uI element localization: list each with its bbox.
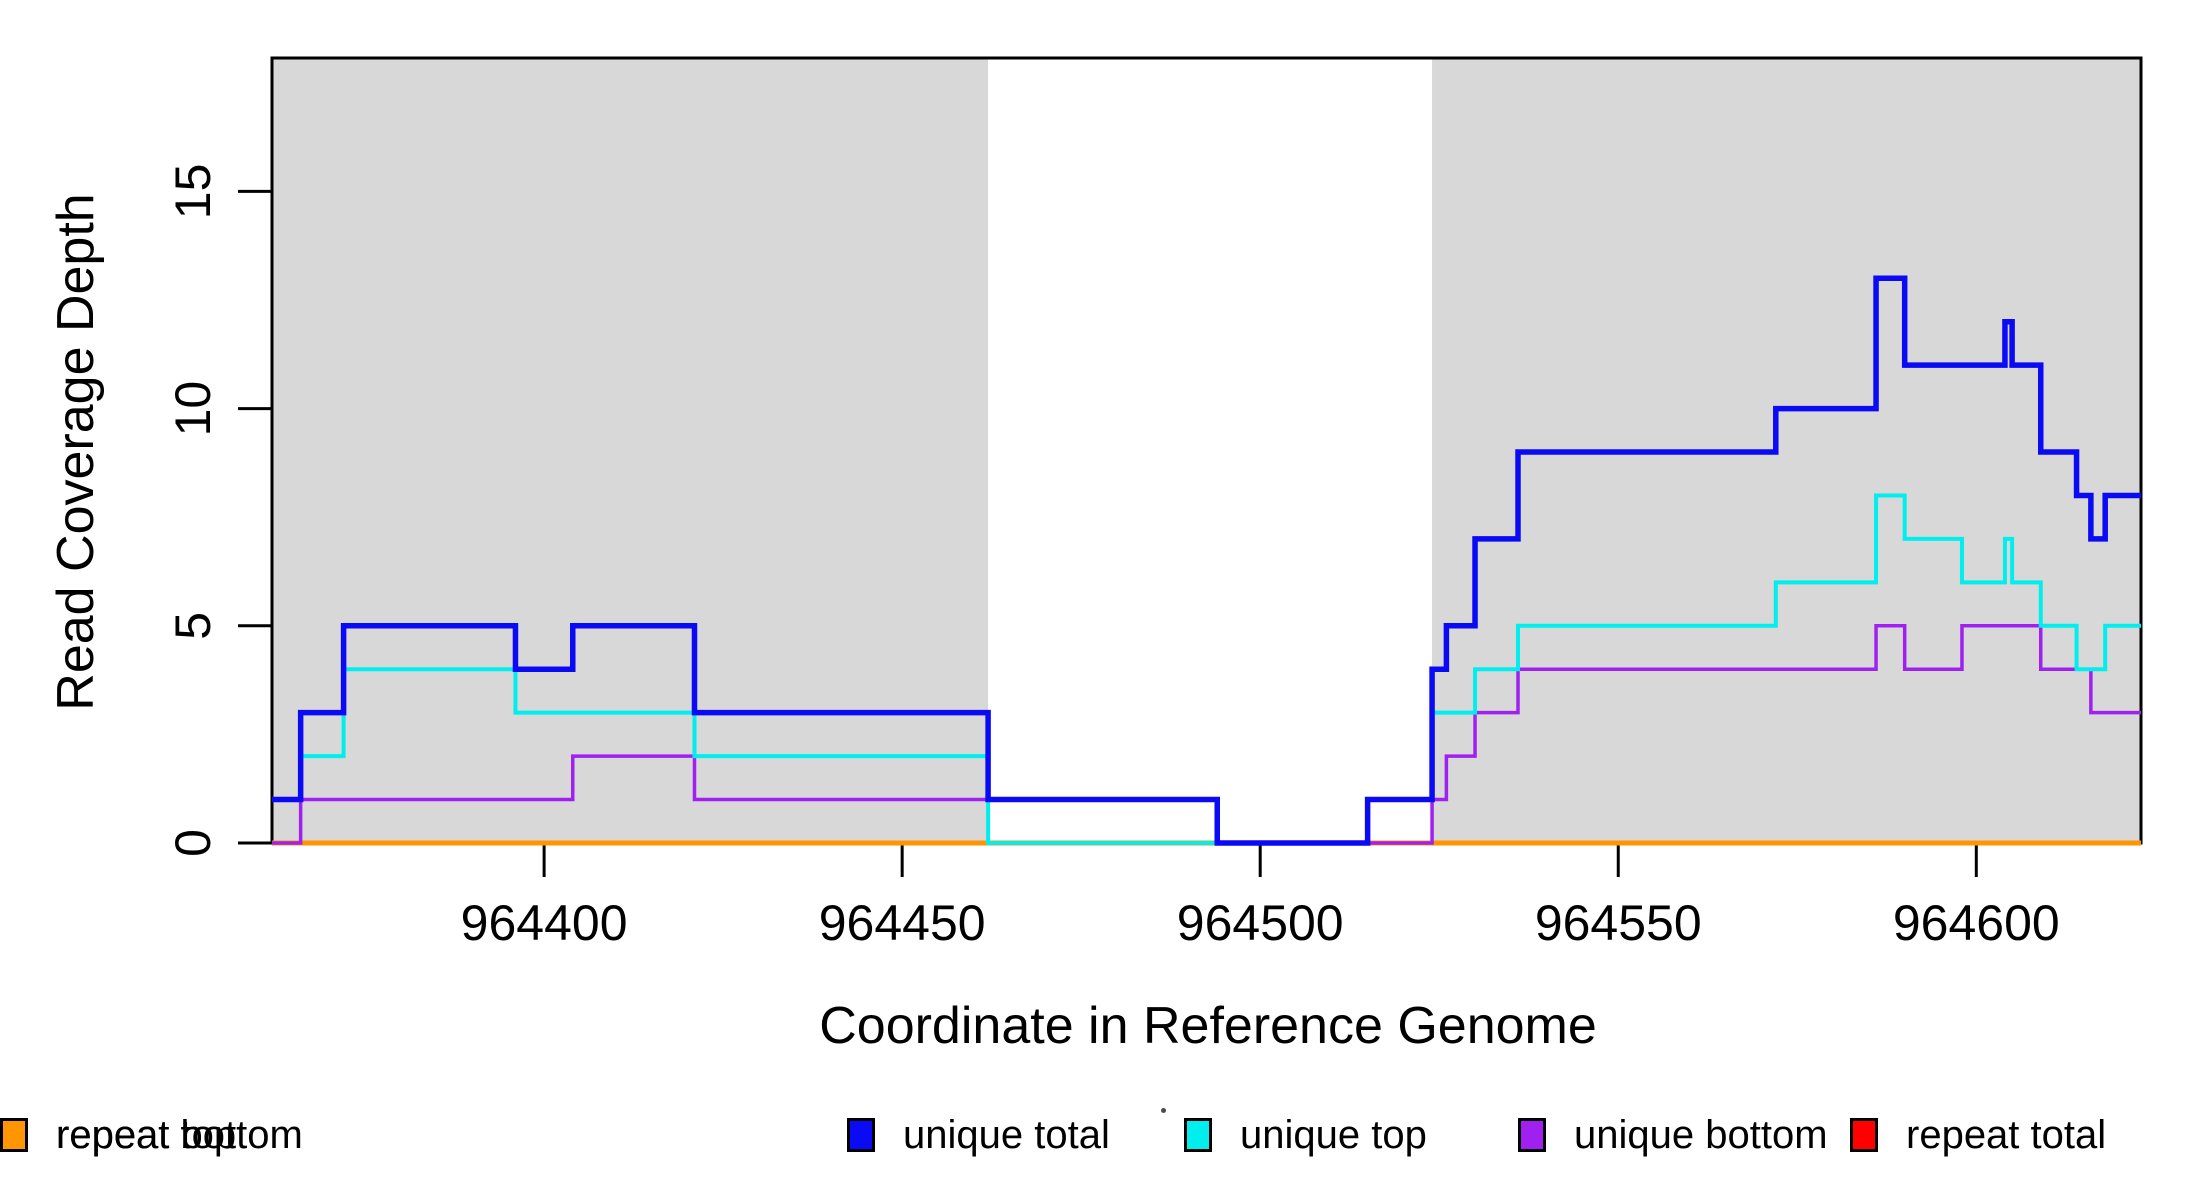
legend-label: repeat top [56, 1113, 237, 1157]
y-tick-label: 0 [165, 829, 221, 857]
x-tick-label: 964600 [1893, 895, 2060, 951]
unique-total-swatch-icon [847, 1118, 875, 1152]
x-tick-label: 964450 [819, 895, 986, 951]
unique-top-swatch-icon [1184, 1118, 1212, 1152]
shaded-region [272, 58, 989, 843]
repeat-total-swatch-icon [1850, 1118, 1878, 1152]
y-tick-label: 10 [165, 381, 221, 437]
legend-label: repeat total [1906, 1113, 2107, 1157]
y-tick-label: 5 [165, 612, 221, 640]
x-tick-label: 964550 [1535, 895, 1702, 951]
stray-dot-artifact [1161, 1108, 1166, 1113]
series-unique-total [272, 275, 2141, 846]
series-unique-top [272, 493, 2141, 845]
legend-label: unique total [903, 1113, 1110, 1157]
legend-item-unique-bottom: unique bottom [1518, 1114, 1828, 1156]
legend-label: unique top [1240, 1113, 1427, 1157]
x-tick-label: 964400 [461, 895, 628, 951]
unique-bottom-swatch-icon [1518, 1118, 1546, 1152]
legend-item-repeat-bottom: repeat bottom [0, 1114, 303, 1156]
legend-label: repeat bottom [56, 1113, 303, 1157]
series-unique-bottom [272, 624, 2141, 845]
repeat-bottom-swatch-icon [0, 1118, 28, 1152]
x-tick-label: 964500 [1177, 895, 1344, 951]
legend-item-repeat-total: repeat total [1850, 1114, 2106, 1156]
y-axis-title: Read Coverage Depth [47, 193, 105, 711]
legend-item-unique-top: unique top [1184, 1114, 1427, 1156]
x-axis-title: Coordinate in Reference Genome [819, 997, 1597, 1055]
legend-label: unique bottom [1574, 1113, 1828, 1157]
y-tick-label: 15 [165, 164, 221, 220]
legend-item-unique-total: unique total [847, 1114, 1110, 1156]
